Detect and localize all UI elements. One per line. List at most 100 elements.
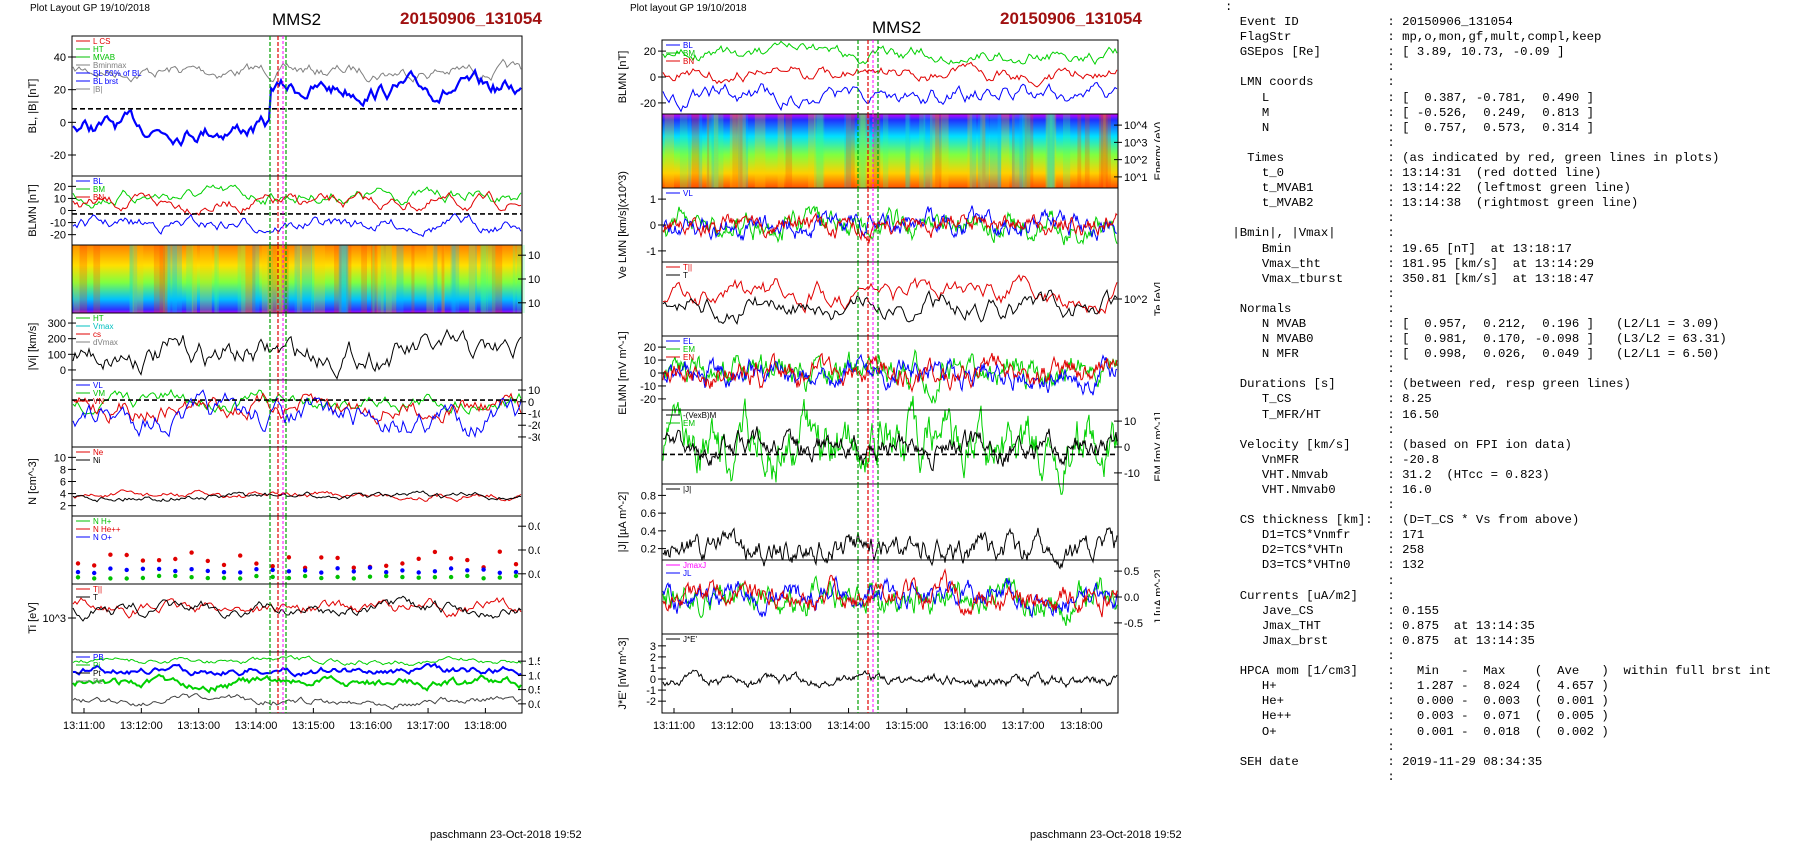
info-line: t_MVAB1 : 13:14:22 (leftmost green line)	[1225, 181, 1631, 196]
data-point	[384, 563, 389, 568]
spectrogram-streak	[480, 245, 487, 313]
legend-entry: -(VexB)M	[683, 411, 717, 420]
tick-label: 0.6	[641, 508, 656, 520]
tick-label: 20	[54, 85, 66, 97]
tick-label: 0.0	[528, 699, 540, 711]
tick-label: 10^4	[1124, 120, 1148, 132]
legend-entry: HT	[93, 45, 104, 54]
time-tick-label: 13:12:00	[120, 720, 163, 732]
time-tick-label: 13:17:00	[1002, 720, 1045, 732]
info-line: D1=TCS*Vnmfr : 171	[1225, 528, 1425, 543]
tick-label: 0	[650, 220, 656, 232]
data-point	[448, 574, 454, 580]
data-point	[286, 575, 292, 581]
series-line	[662, 288, 1118, 326]
data-point	[400, 561, 405, 566]
coord-value: 3.87	[188, 739, 209, 740]
info-line: M : [ -0.526, 0.249, 0.813 ]	[1225, 105, 1594, 120]
tick-label: 10^2	[528, 298, 540, 310]
panel-frame	[71, 515, 523, 585]
series-line	[72, 595, 522, 622]
data-point	[384, 573, 389, 579]
spectrogram-streak	[252, 245, 260, 313]
data-point	[189, 575, 194, 580]
coord-value: 3.85	[954, 739, 975, 740]
info-line: He+ : 0.000 - 0.003 ( 0.001 )	[1225, 694, 1609, 709]
spectrogram-streak	[129, 245, 138, 313]
info-line: Normals :	[1225, 301, 1395, 316]
spectrogram-streak	[371, 245, 378, 313]
legend-entry: VN	[93, 397, 104, 406]
spectrogram-streak	[314, 245, 325, 313]
panel-ve: 1 0 -1 Ve LMN [km/s](x10^3) VL	[617, 171, 1119, 279]
spectrogram-streak	[872, 114, 881, 188]
data-point	[367, 565, 373, 570]
legend-entry: HT	[93, 314, 104, 323]
data-point	[205, 568, 210, 574]
spectrogram-streak	[1049, 114, 1053, 188]
spectrogram-streak	[977, 114, 989, 188]
tick-label: 1.0	[528, 670, 540, 682]
spectrogram-streak	[380, 245, 392, 313]
spectrogram-streak	[729, 114, 737, 188]
legend-entry: BL 50% of BL	[93, 69, 142, 78]
data-point	[497, 570, 502, 575]
spectrogram-streak	[339, 245, 348, 313]
series-line	[662, 426, 1118, 472]
data-point	[302, 573, 308, 579]
legend-entry: BL	[93, 177, 103, 186]
tick-label: 0.06	[528, 521, 540, 533]
coord-value: 3.86	[245, 739, 266, 740]
tick-label: 1	[650, 194, 656, 206]
spectrogram-streak	[738, 114, 749, 188]
series-line	[662, 274, 1118, 315]
panel-frame	[71, 583, 523, 653]
axis-label: J [µA m^-2]	[1153, 570, 1160, 625]
data-point	[351, 576, 356, 581]
spectrogram-streak	[491, 245, 503, 313]
tick-label: 10^2	[1124, 294, 1148, 306]
spectrogram-streak	[736, 114, 746, 188]
panel-te: 10^2 Te [eV] T||T	[661, 261, 1160, 337]
series-line	[662, 81, 1118, 113]
info-line: :	[1225, 769, 1395, 784]
axis-label: BL, |B| [nT]	[27, 79, 39, 134]
series-line	[72, 597, 522, 619]
series-line	[662, 568, 1118, 618]
tick-label: -100	[528, 409, 540, 421]
spectrogram-streak	[919, 114, 926, 188]
spectrogram-streak	[281, 245, 289, 313]
left-title: MMS2	[272, 10, 322, 29]
coord-value: 3.88	[73, 739, 94, 740]
time-tick-label: 13:14:00	[827, 720, 870, 732]
series-line	[72, 184, 522, 209]
legend-entry: Bminmax	[93, 61, 126, 70]
series-line	[72, 662, 522, 678]
data-point	[513, 562, 519, 567]
data-point	[513, 573, 519, 579]
info-line: T_MFR/HT : 16.50	[1225, 407, 1440, 422]
data-point	[432, 575, 438, 580]
info-line: Vmax_tburst : 350.81 [km/s] at 13:18:47	[1225, 271, 1594, 286]
tick-label: 10^2	[1124, 155, 1148, 167]
tick-label: 0	[650, 72, 656, 84]
coord-value: 3.86	[303, 739, 324, 740]
data-point	[270, 574, 275, 580]
legend-entry: cs	[93, 330, 101, 339]
spectrogram-streak	[859, 114, 867, 188]
legend-entry: EN	[683, 353, 694, 362]
panel-ti: 10^3Ti [eV] T||T	[27, 583, 523, 653]
info-line: :	[1225, 739, 1395, 754]
spectrogram	[662, 114, 1118, 188]
info-line: :	[1225, 286, 1395, 301]
legend-entry: JL	[683, 569, 692, 578]
info-line: :	[1225, 0, 1233, 14]
coord-value: 3.86	[838, 739, 859, 740]
middle-header: Plot layout GP 19/10/2018	[630, 3, 747, 14]
tick-label: -1	[646, 246, 656, 258]
tick-label: 10^1	[1124, 172, 1148, 184]
tick-label: -1	[646, 685, 656, 697]
data-point	[124, 552, 129, 558]
legend-entry: BN	[683, 57, 694, 66]
